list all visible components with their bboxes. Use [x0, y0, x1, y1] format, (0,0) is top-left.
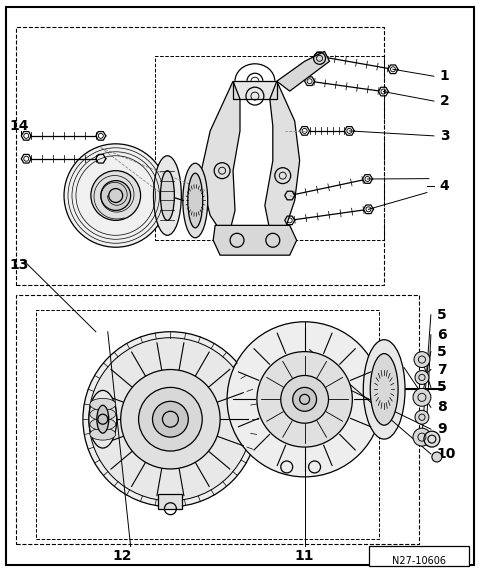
Ellipse shape: [160, 170, 174, 220]
Bar: [16, 26, 384, 285]
Text: 9: 9: [437, 422, 446, 436]
Circle shape: [153, 402, 188, 437]
Text: 7: 7: [437, 363, 446, 376]
Circle shape: [101, 181, 131, 210]
Text: 5: 5: [437, 344, 446, 359]
Text: 2: 2: [440, 94, 450, 108]
Ellipse shape: [188, 173, 203, 228]
Ellipse shape: [370, 353, 398, 425]
Text: 10: 10: [437, 447, 456, 461]
Text: 6: 6: [437, 328, 446, 341]
Circle shape: [227, 322, 382, 477]
Polygon shape: [213, 225, 297, 255]
Circle shape: [83, 332, 258, 507]
Bar: [156, 56, 384, 240]
Text: 8: 8: [437, 400, 446, 414]
Bar: [233, 81, 277, 99]
Bar: [16, 295, 419, 543]
Bar: [369, 546, 468, 566]
Circle shape: [139, 387, 202, 451]
Circle shape: [91, 170, 141, 220]
Ellipse shape: [154, 156, 181, 235]
Circle shape: [424, 431, 440, 447]
Ellipse shape: [90, 408, 116, 420]
Circle shape: [257, 352, 352, 447]
Circle shape: [64, 144, 168, 247]
Text: 3: 3: [440, 129, 449, 143]
Text: 11: 11: [295, 550, 314, 563]
Bar: [233, 81, 277, 99]
Ellipse shape: [89, 391, 117, 448]
Circle shape: [415, 371, 429, 384]
Circle shape: [281, 375, 328, 423]
Circle shape: [120, 370, 220, 469]
Circle shape: [413, 428, 431, 446]
Ellipse shape: [90, 398, 116, 410]
Circle shape: [293, 387, 316, 411]
Bar: [158, 494, 182, 509]
Text: 12: 12: [113, 550, 132, 563]
Ellipse shape: [183, 163, 208, 238]
Ellipse shape: [97, 406, 109, 433]
Ellipse shape: [363, 340, 405, 439]
Text: 5: 5: [437, 380, 446, 395]
Ellipse shape: [90, 428, 116, 440]
Bar: [36, 310, 379, 538]
Text: 5: 5: [437, 308, 446, 322]
Text: 14: 14: [9, 119, 29, 133]
Text: 13: 13: [9, 258, 29, 272]
Circle shape: [415, 410, 429, 424]
Circle shape: [432, 452, 442, 462]
Circle shape: [414, 352, 430, 368]
Ellipse shape: [90, 418, 116, 430]
Text: 4: 4: [440, 178, 450, 193]
Polygon shape: [200, 81, 240, 231]
Text: N27-10606: N27-10606: [392, 557, 446, 566]
Text: 1: 1: [440, 69, 450, 83]
Circle shape: [89, 337, 252, 500]
Polygon shape: [265, 81, 300, 231]
Circle shape: [413, 388, 431, 406]
Polygon shape: [277, 51, 329, 91]
